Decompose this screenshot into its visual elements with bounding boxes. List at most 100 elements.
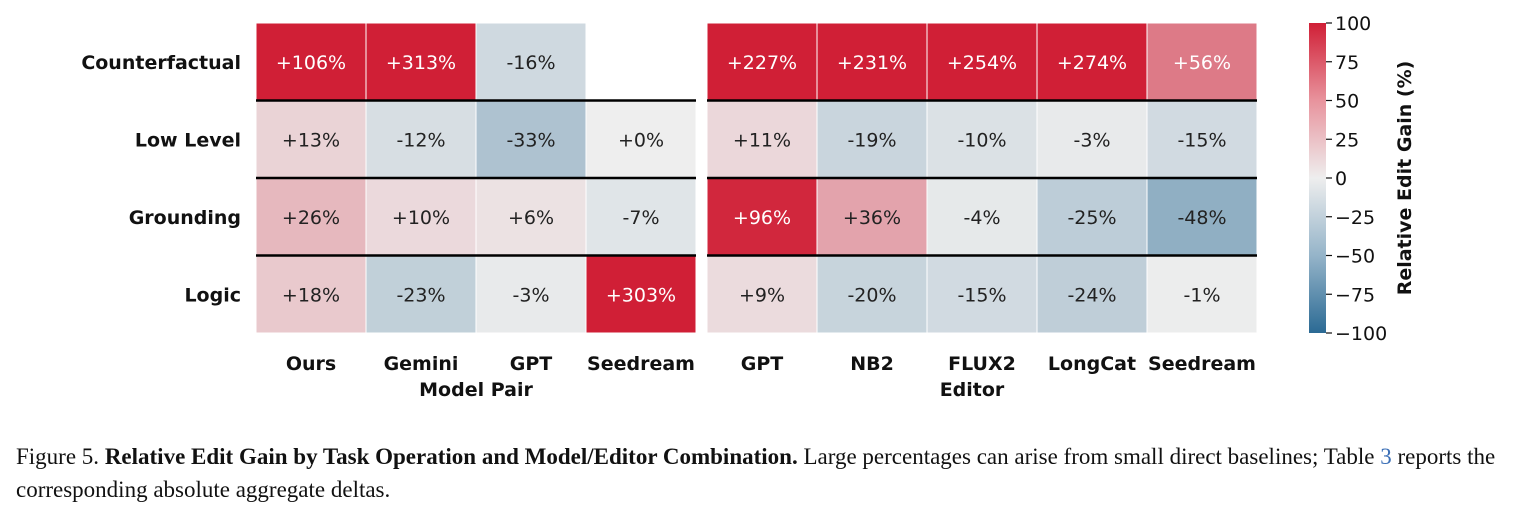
cell-value-label: +0%: [618, 129, 664, 151]
heatmap-cell: [1036, 22, 1148, 101]
cell-value-label: +274%: [1057, 52, 1127, 74]
figure-caption: Figure 5. Relative Edit Gain by Task Ope…: [16, 440, 1506, 506]
heatmap-cell: [1036, 255, 1148, 334]
cell-value-label: +96%: [733, 207, 791, 229]
heatmap-cell: [706, 100, 818, 179]
heatmap-cell: [816, 100, 928, 179]
left-heatmap-panel: +106% +313% -16% +13% -12% -33% +0% +26% +10% +6%…: [255, 22, 697, 401]
cell-value-label: -1%: [1184, 284, 1221, 306]
heatmap-cell: [255, 22, 367, 101]
cell-value-label: +36%: [843, 207, 901, 229]
heatmap-cell: [365, 255, 477, 334]
row-label: Counterfactual: [81, 52, 241, 74]
cell-value-label: -3%: [1074, 129, 1111, 151]
cell-value-label: +227%: [727, 52, 797, 74]
cell-value-label: -15%: [1177, 129, 1226, 151]
cell-value-label: +313%: [386, 52, 456, 74]
colorbar-tick-label: −25: [1335, 207, 1375, 229]
cell-value-label: -48%: [1177, 207, 1226, 229]
colorbar-tick-label: −75: [1335, 284, 1375, 306]
row-label: Low Level: [135, 129, 241, 151]
cell-value-label: +254%: [947, 52, 1017, 74]
cell-value-label: -25%: [1067, 207, 1116, 229]
cell-value-label: +26%: [282, 207, 340, 229]
column-label: Ours: [286, 353, 336, 375]
heatmap-cell: [926, 255, 1038, 334]
cell-value-label: +56%: [1173, 52, 1231, 74]
heatmap-cell: [926, 100, 1038, 179]
colorbar-tick-label: 100: [1335, 13, 1371, 35]
cell-value-label: +106%: [276, 52, 346, 74]
right-heatmap-panel: +227% +231% +254% +274% +56% +11% -19% -10% -3% -…: [706, 22, 1258, 401]
heatmap-cell: [365, 100, 477, 179]
heatmap-cell: [926, 22, 1038, 101]
cell-value-label: +6%: [508, 207, 554, 229]
row-labels: Counterfactual Low Level Grounding Logic: [81, 52, 241, 307]
column-label: FLUX2: [948, 353, 1016, 375]
heatmap-figure: +106% +313% -16% +13% -12% -33% +0% +26% +10% +6%…: [81, 13, 1416, 401]
heatmap-cell: [475, 100, 587, 179]
caption-prefix: Figure 5.: [16, 444, 105, 469]
caption-title: Relative Edit Gain by Task Operation and…: [104, 444, 798, 469]
colorbar-tick-label: −50: [1335, 246, 1375, 268]
heatmap-cell: [816, 22, 928, 101]
heatmap-cell: [1146, 255, 1258, 334]
cell-value-label: -12%: [396, 129, 445, 151]
heatmap-cell: [475, 22, 587, 101]
x-axis-label: Model Pair: [419, 379, 533, 401]
x-axis-label: Editor: [940, 379, 1005, 401]
row-label: Logic: [184, 284, 241, 306]
heatmap-cell: [1146, 22, 1258, 101]
column-label: Gemini: [384, 353, 459, 375]
cell-value-label: -7%: [623, 207, 660, 229]
cell-value-label: +9%: [739, 284, 785, 306]
cell-value-label: -19%: [847, 129, 896, 151]
cell-value-label: -4%: [964, 207, 1001, 229]
cell-value-label: +11%: [733, 129, 791, 151]
cell-value-label: -3%: [513, 284, 550, 306]
column-label: LongCat: [1048, 353, 1136, 375]
colorbar-tick-label: −100: [1335, 323, 1387, 345]
cell-value-label: -15%: [957, 284, 1006, 306]
column-label: Seedream: [1148, 353, 1256, 375]
cell-value-label: -20%: [847, 284, 896, 306]
table-reference-link[interactable]: 3: [1380, 444, 1392, 469]
column-label: NB2: [850, 353, 894, 375]
caption-text-2: reports the corresponding absolute aggre…: [16, 444, 1496, 502]
heatmap-cell: [365, 22, 477, 101]
row-label: Grounding: [129, 207, 241, 229]
heatmap-cell: [255, 100, 367, 179]
colorbar-label: Relative Edit Gain (%): [1394, 61, 1416, 296]
colorbar-tick-label: 50: [1335, 91, 1359, 113]
heatmap-cell: [1036, 177, 1148, 256]
heatmap-cell: [255, 177, 367, 256]
colorbar-tick-label: 0: [1335, 168, 1347, 190]
heatmap-cell: [475, 177, 587, 256]
heatmap-cell: [706, 177, 818, 256]
colorbar-tick-label: 75: [1335, 52, 1359, 74]
cell-value-label: -24%: [1067, 284, 1116, 306]
heatmap-cell: [585, 255, 697, 334]
cell-value-label: -33%: [506, 129, 555, 151]
heatmap-cell: [1036, 100, 1148, 179]
column-label: GPT: [741, 353, 784, 375]
colorbar-tick-label: 25: [1335, 129, 1359, 151]
cell-value-label: +231%: [837, 52, 907, 74]
cell-value-label: -23%: [396, 284, 445, 306]
cell-value-label: +18%: [282, 284, 340, 306]
cell-value-label: -10%: [957, 129, 1006, 151]
cell-value-label: +10%: [392, 207, 450, 229]
colorbar: 100 75 50 25 0 −25 −50 −75 −100 Relative Edit Gai…: [1309, 13, 1416, 345]
colorbar-gradient: [1309, 23, 1326, 333]
cell-value-label: +303%: [606, 284, 676, 306]
heatmap-cell: [706, 22, 818, 101]
heatmap-cell: [585, 177, 697, 256]
cell-value-label: +13%: [282, 129, 340, 151]
column-label: GPT: [510, 353, 553, 375]
cell-value-label: -16%: [506, 52, 555, 74]
caption-text-1: Large percentages can arise from small d…: [797, 444, 1381, 469]
heatmap-cell: [706, 255, 818, 334]
heatmap-cell: [255, 255, 367, 334]
column-label: Seedream: [587, 353, 695, 375]
heatmap-cell: [1146, 100, 1258, 179]
